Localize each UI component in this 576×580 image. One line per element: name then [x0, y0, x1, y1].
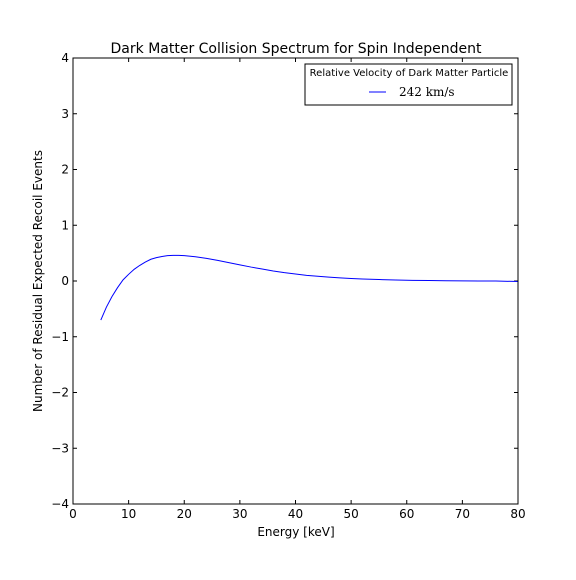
series-line — [100, 254, 519, 321]
y-tick-label: 3 — [61, 107, 69, 121]
x-tick-label: 20 — [177, 507, 192, 521]
y-tick-label: −3 — [51, 441, 69, 455]
x-tick-label: 10 — [121, 507, 136, 521]
legend-label: 242 km/s — [399, 85, 455, 99]
y-tick-label: 4 — [61, 51, 69, 65]
y-tick-label: −2 — [51, 386, 69, 400]
chart-title: Dark Matter Collision Spectrum for Spin … — [111, 41, 482, 57]
legend: Relative Velocity of Dark Matter Particl… — [304, 63, 513, 106]
x-tick-label: 70 — [455, 507, 470, 521]
x-tick-label: 0 — [69, 507, 77, 521]
y-tick-label: −4 — [51, 497, 69, 511]
x-tick-label: 50 — [343, 507, 358, 521]
x-tick-label: 60 — [399, 507, 414, 521]
x-axis-label: Energy [keV] — [257, 525, 334, 539]
plot-frame — [72, 57, 519, 505]
legend-title: Relative Velocity of Dark Matter Particl… — [310, 68, 509, 79]
y-tick-label: −1 — [51, 330, 69, 344]
series-layer — [100, 254, 519, 321]
y-tick-label: 2 — [61, 163, 69, 177]
y-tick-label: 1 — [61, 218, 69, 232]
x-tick-label: 80 — [510, 507, 525, 521]
legend-box — [304, 63, 513, 106]
y-tick-label: 0 — [61, 274, 69, 288]
x-tick-label: 40 — [288, 507, 303, 521]
x-tick-label: 30 — [232, 507, 247, 521]
y-axis-label: Number of Residual Expected Recoil Event… — [31, 150, 45, 412]
